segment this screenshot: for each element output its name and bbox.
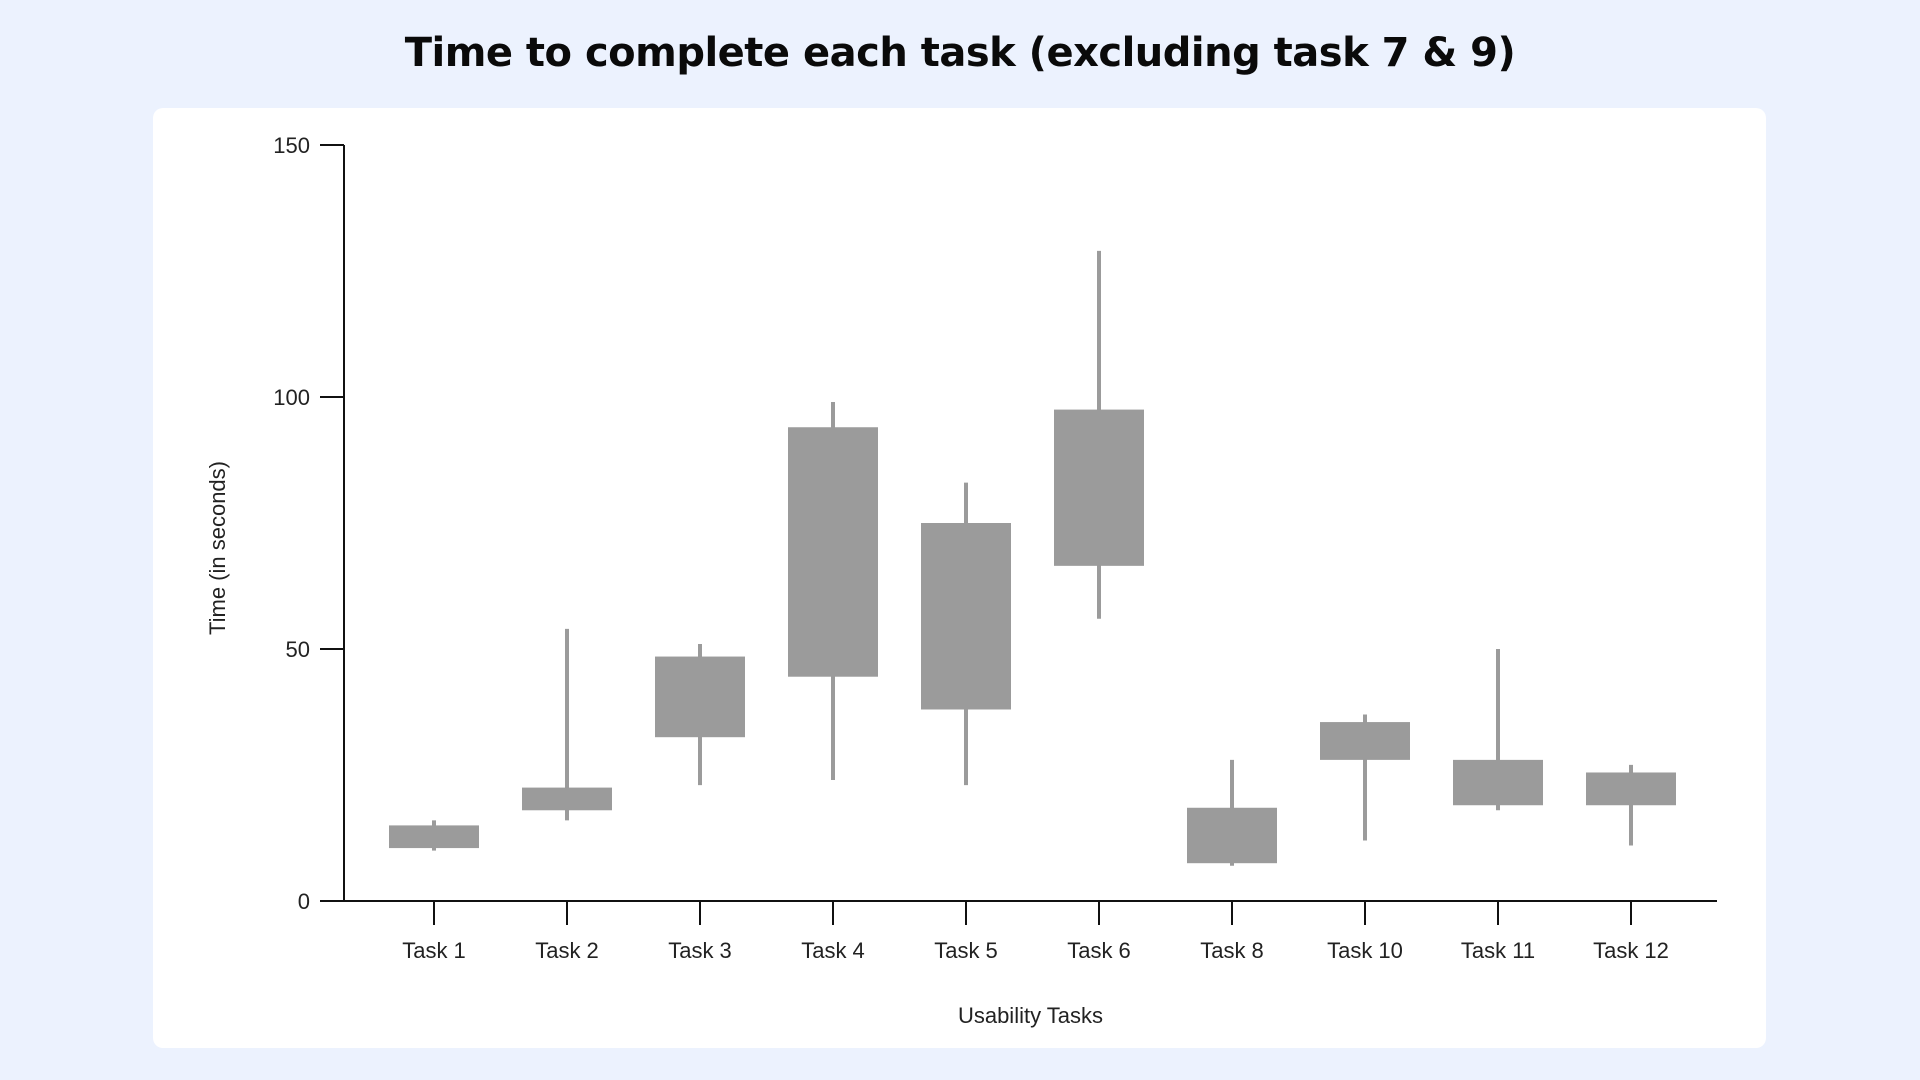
box-rect (522, 787, 612, 811)
box-rect (1054, 409, 1144, 566)
x-tick-label: Task 12 (1593, 938, 1669, 963)
box-rect (1320, 722, 1410, 760)
box-rect (788, 427, 878, 677)
box-rect (389, 825, 479, 849)
x-tick-label: Task 2 (535, 938, 599, 963)
chart-title: Time to complete each task (excluding ta… (404, 30, 1516, 76)
y-tick-label: 50 (286, 637, 310, 662)
x-tick-label: Task 3 (668, 938, 732, 963)
x-tick-label: Task 10 (1327, 938, 1403, 963)
x-tick-label: Task 1 (402, 938, 466, 963)
y-tick-label: 100 (273, 385, 310, 410)
x-tick-label: Task 8 (1200, 938, 1264, 963)
x-tick-label: Task 11 (1461, 938, 1535, 963)
y-tick-label: 0 (298, 889, 310, 914)
x-tick-label: Task 4 (801, 938, 865, 963)
x-axis-title: Usability Tasks (958, 1003, 1103, 1028)
box-rect (655, 656, 745, 738)
y-axis-title: Time (in seconds) (205, 461, 230, 635)
box-rect (1586, 772, 1676, 806)
x-tick-label: Task 6 (1067, 938, 1131, 963)
y-tick-label: 150 (273, 133, 310, 158)
box-rect (1453, 759, 1543, 806)
x-tick-label: Task 5 (934, 938, 998, 963)
box-rect (1187, 807, 1277, 864)
box-rect (921, 523, 1011, 710)
